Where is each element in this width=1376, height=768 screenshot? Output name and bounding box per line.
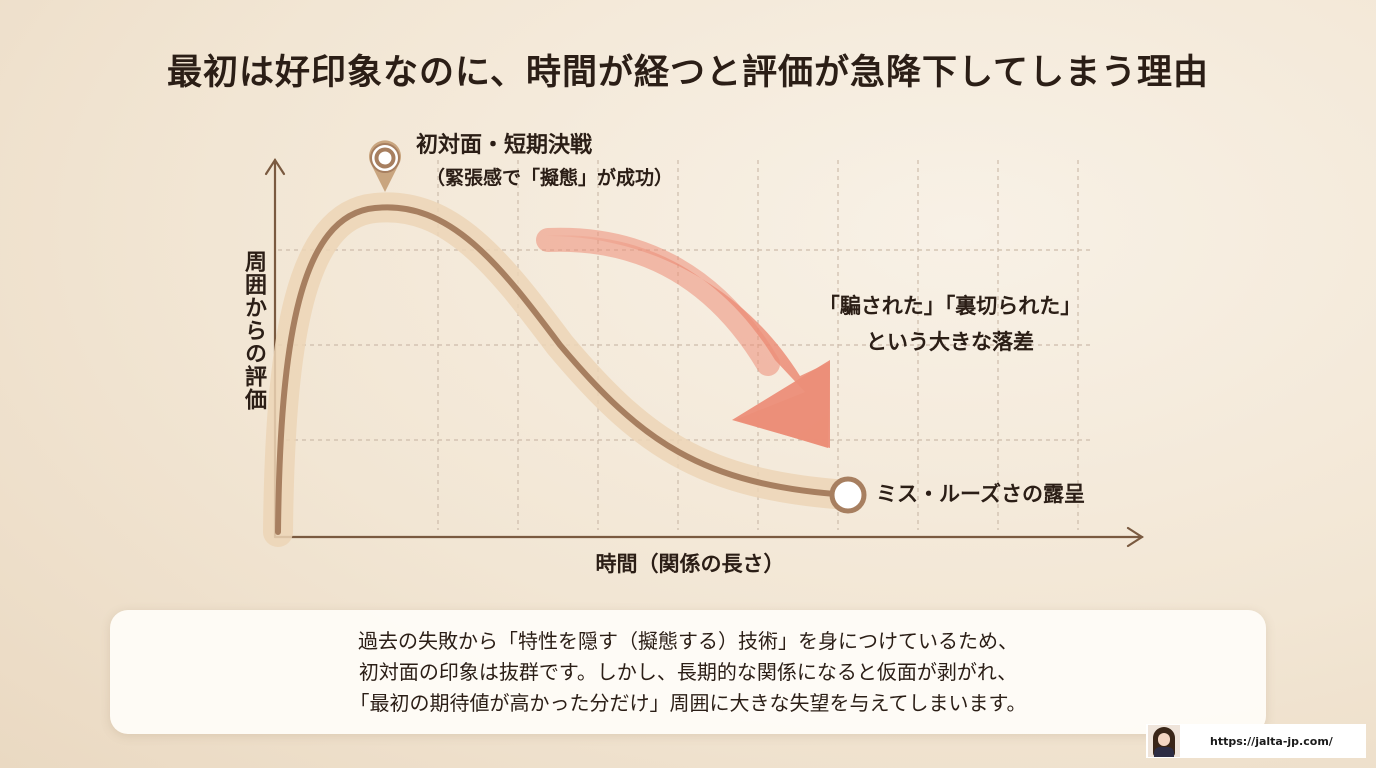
drop-label: 「騙された」「裏切られた」 という大きな落差 [750, 288, 1150, 360]
explanation-line2: 初対面の印象は抜群です。しかし、長期的な関係になると仮面が剥がれ、 [358, 659, 1018, 684]
peak-title: 初対面・短期決戦 [416, 133, 593, 158]
explanation-line1: 過去の失敗から「特性を隠す（擬態する）技術」を身につけているため、 [358, 628, 1018, 653]
drop-label-line1: 「騙された」「裏切られた」 [818, 294, 1082, 318]
explanation-card: 過去の失敗から「特性を隠す（擬態する）技術」を身につけているため、 初対面の印象… [110, 610, 1266, 734]
site-badge[interactable]: https://jalta-jp.com/ [1146, 724, 1366, 758]
y-axis-label: 周囲からの評価 [241, 250, 266, 411]
peak-label: 初対面・短期決戦 （緊張感で「擬態」が成功） [416, 130, 673, 194]
drop-arrow-icon [536, 227, 830, 448]
site-url[interactable]: https://jalta-jp.com/ [1210, 734, 1333, 748]
drop-label-line2: という大きな落差 [866, 330, 1034, 354]
end-label: ミス・ルーズさの露呈 [876, 482, 1085, 506]
evaluation-curve [263, 192, 863, 547]
peak-marker-pin-icon [369, 140, 401, 192]
page-title: 最初は好印象なのに、時間が経つと評価が急降下してしまう理由 [167, 53, 1209, 93]
evaluation-diagram [263, 140, 1145, 548]
avatar-icon [1148, 725, 1180, 757]
x-axis-label: 時間（関係の長さ） [595, 552, 785, 576]
end-marker-icon [829, 476, 867, 514]
peak-subtitle: （緊張感で「擬態」が成功） [426, 167, 674, 189]
explanation-line3: 「最初の期待値が高かった分だけ」周囲に大きな失望を与えてしまいます。 [349, 690, 1027, 715]
